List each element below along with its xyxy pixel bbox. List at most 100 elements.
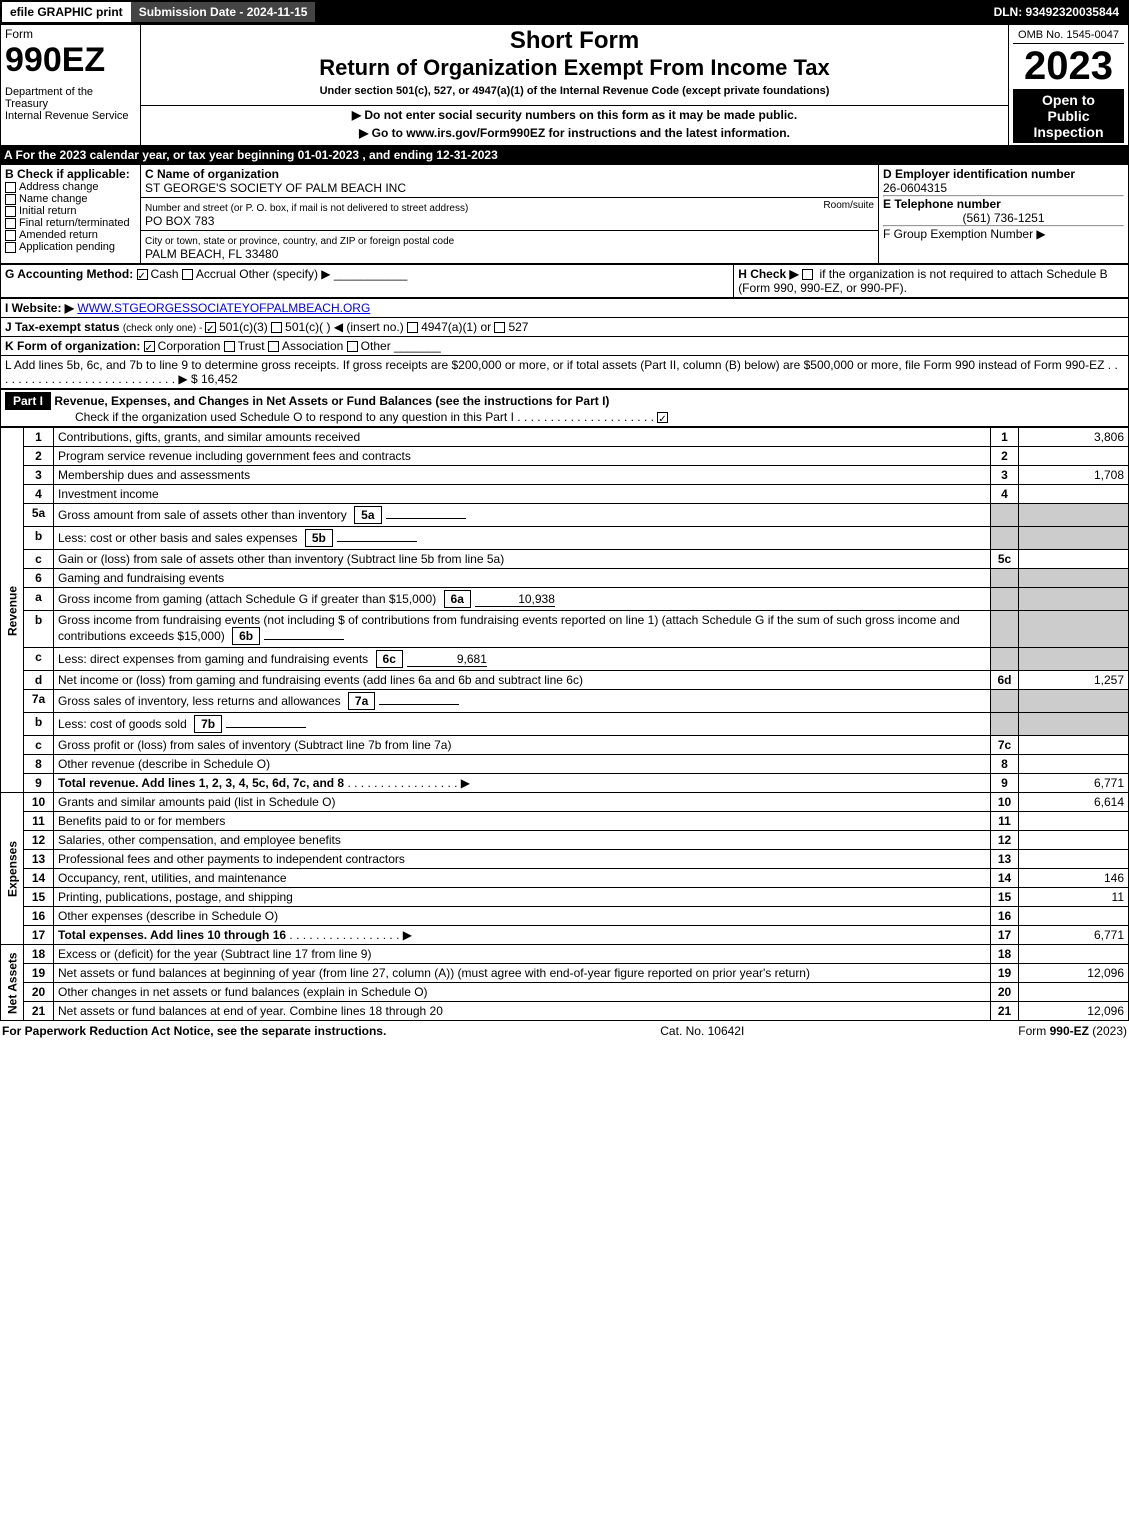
title-cell: Short Form Return of Organization Exempt… [141,25,1009,106]
open-to: Open to [1016,92,1121,108]
amount: 3,806 [1019,428,1129,447]
org-name: ST GEORGE'S SOCIETY OF PALM BEACH INC [145,181,406,195]
ein-label: D Employer identification number [883,167,1075,181]
amount [1019,588,1129,611]
amount [1019,907,1129,926]
header-info: B Check if applicable: Address changeNam… [0,164,1129,264]
line-number: a [24,588,54,611]
result-num [991,588,1019,611]
part1-lines: Revenue1Contributions, gifts, grants, an… [0,427,1129,1021]
corp-checkbox[interactable] [144,341,155,352]
instructions-link-line: ▶ Go to www.irs.gov/Form990EZ for instru… [145,126,1004,140]
i-row: I Website: ▶ WWW.STGEORGESSOCIATEYOFPALM… [1,299,1129,318]
sub-box-value [386,518,466,519]
sub-box-label: 7b [194,715,222,733]
b-option-checkbox[interactable] [5,230,16,241]
b-option: Amended return [5,229,136,241]
b-option-checkbox[interactable] [5,194,16,205]
sub-box-value [379,704,459,705]
schedule-o-checkbox[interactable] [657,412,668,423]
result-num [991,569,1019,588]
amount [1019,945,1129,964]
tax-year: 2023 [1013,44,1124,89]
cash-label: Cash [151,267,179,281]
submission-date: Submission Date - 2024-11-15 [131,2,316,22]
result-num: 11 [991,812,1019,831]
501c-checkbox[interactable] [271,322,282,333]
line-number: 7a [24,690,54,713]
k-o4: Other [361,339,391,353]
line-desc: Total expenses. Add lines 10 through 16 … [54,926,991,945]
h-label: H Check ▶ [738,267,799,281]
amount: 6,771 [1019,774,1129,793]
form-number: 990EZ [5,41,136,80]
h-checkbox[interactable] [802,269,813,280]
short-form-title: Short Form [145,27,1004,55]
dept-treasury: Department of the Treasury Internal Reve… [5,86,136,122]
amount [1019,648,1129,671]
city-value: PALM BEACH, FL 33480 [145,247,278,261]
phone-label: E Telephone number [883,197,1001,211]
line-desc: Other expenses (describe in Schedule O) [54,907,991,926]
go-to-note[interactable]: ▶ Go to www.irs.gov/Form990EZ for instru… [359,126,790,140]
4947-checkbox[interactable] [407,322,418,333]
sub-box-value [264,639,344,640]
side-label: Revenue [1,428,24,793]
paperwork-notice: For Paperwork Reduction Act Notice, see … [2,1024,386,1038]
website-link[interactable]: WWW.STGEORGESSOCIATEYOFPALMBEACH.ORG [77,301,370,315]
line-desc: Other changes in net assets or fund bala… [54,983,991,1002]
accrual-checkbox[interactable] [182,269,193,280]
other-checkbox[interactable] [347,341,358,352]
line-number: 8 [24,755,54,774]
result-num: 12 [991,831,1019,850]
line-number: 14 [24,869,54,888]
trust-checkbox[interactable] [224,341,235,352]
k-label: K Form of organization: [5,339,140,353]
accrual-label: Accrual [196,267,236,281]
efile-print[interactable]: efile GRAPHIC print [2,2,131,22]
b-option-checkbox[interactable] [5,218,16,229]
527-checkbox[interactable] [494,322,505,333]
line-desc: Gross sales of inventory, less returns a… [54,690,991,713]
501c3-checkbox[interactable] [205,322,216,333]
line-desc: Benefits paid to or for members [54,812,991,831]
l-row: L Add lines 5b, 6c, and 7b to line 9 to … [1,356,1129,389]
line-desc: Less: cost or other basis and sales expe… [54,527,991,550]
line-desc: Less: direct expenses from gaming and fu… [54,648,991,671]
assoc-checkbox[interactable] [268,341,279,352]
line-desc: Gross income from gaming (attach Schedul… [54,588,991,611]
line-number: c [24,550,54,569]
amount [1019,713,1129,736]
line-number: c [24,648,54,671]
b-option-checkbox[interactable] [5,242,16,253]
line-desc: Less: cost of goods sold 7b [54,713,991,736]
line-desc: Membership dues and assessments [54,466,991,485]
b-option-checkbox[interactable] [5,206,16,217]
sub-box-label: 6a [444,590,471,608]
sub-box-label: 5a [354,506,381,524]
line-number: 3 [24,466,54,485]
line-number: 2 [24,447,54,466]
amount [1019,983,1129,1002]
d-e-f: D Employer identification number 26-0604… [879,165,1129,264]
amount [1019,527,1129,550]
l-arrow: ▶ $ [178,372,197,386]
line-number: 18 [24,945,54,964]
line-number: b [24,527,54,550]
line-number: b [24,713,54,736]
result-num: 2 [991,447,1019,466]
result-num: 5c [991,550,1019,569]
result-num: 13 [991,850,1019,869]
year-cell: OMB No. 1545-0047 2023 Open to Public In… [1009,25,1129,146]
line-desc: Total revenue. Add lines 1, 2, 3, 4, 5c,… [54,774,991,793]
line-number: 9 [24,774,54,793]
line-number: 6 [24,569,54,588]
b-option-checkbox[interactable] [5,182,16,193]
amount [1019,850,1129,869]
sub-box-label: 6b [232,627,260,645]
result-num: 10 [991,793,1019,812]
result-num: 15 [991,888,1019,907]
cash-checkbox[interactable] [137,269,148,280]
line-desc: Printing, publications, postage, and shi… [54,888,991,907]
result-num [991,611,1019,648]
